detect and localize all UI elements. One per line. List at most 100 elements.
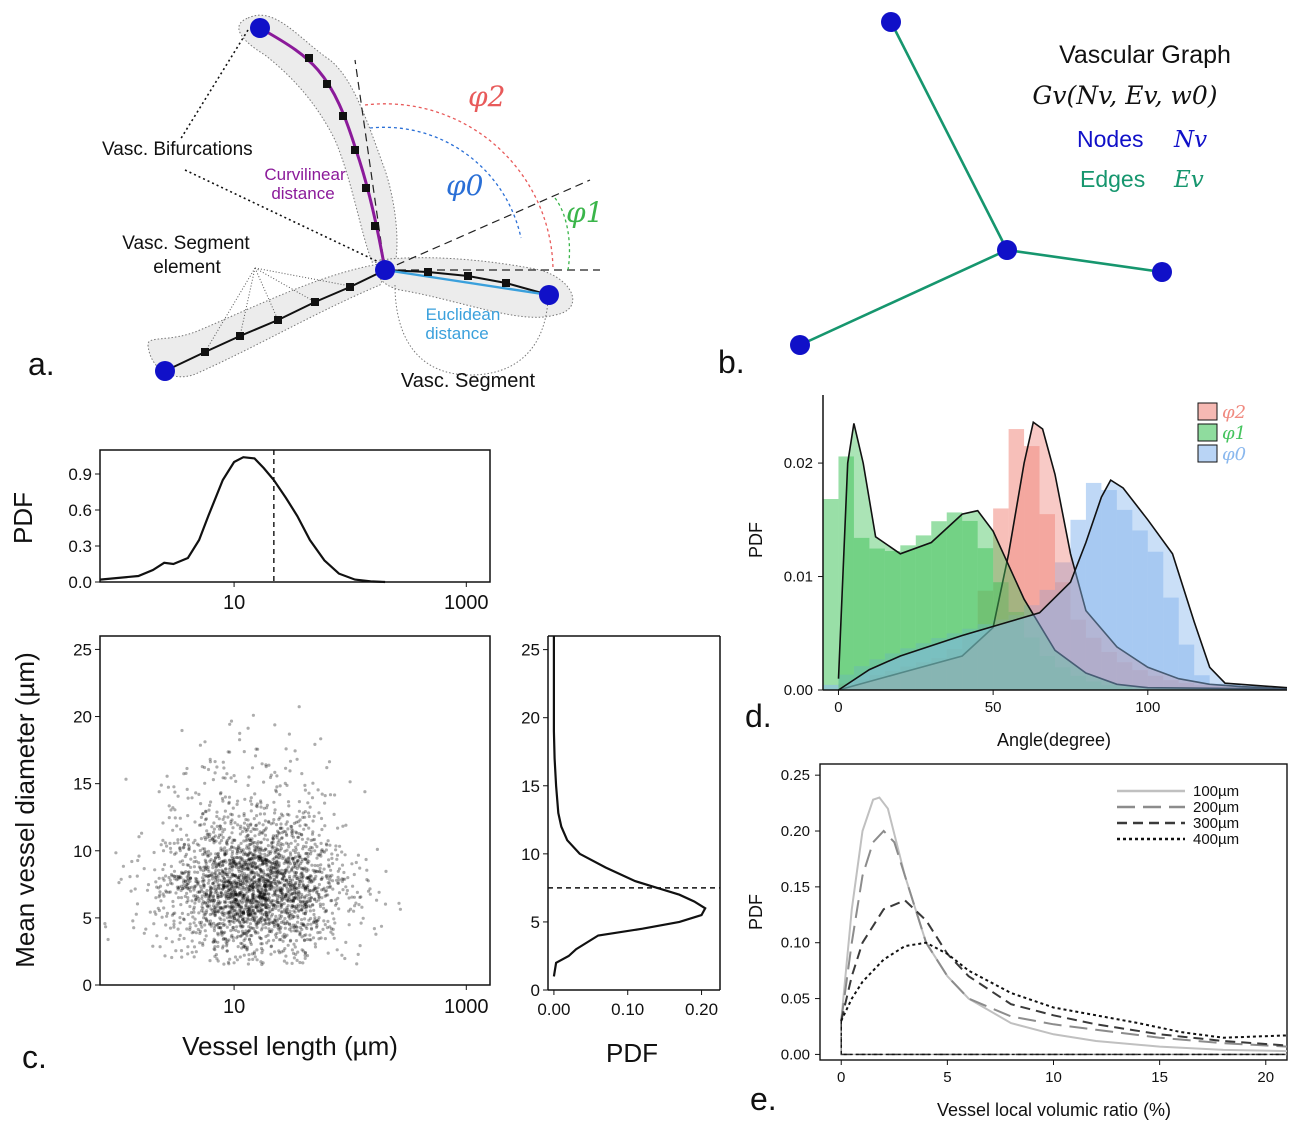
scatter-point: [264, 910, 268, 915]
scatter-point: [254, 899, 258, 903]
scatter-point: [198, 823, 202, 827]
scatter-point: [262, 879, 266, 883]
scatter-point: [282, 902, 286, 906]
scatter-point: [309, 927, 314, 931]
scatter-point: [239, 882, 243, 886]
scatter-point: [294, 882, 298, 886]
scatter-point: [258, 891, 263, 895]
scatter-point: [270, 883, 274, 888]
scatter-point: [216, 933, 220, 937]
scatter-point: [211, 895, 215, 899]
scatter-point: [242, 750, 246, 754]
scatter-point: [290, 913, 294, 917]
scatter-point: [283, 916, 287, 921]
scatter-point: [297, 705, 301, 709]
scatter-point: [235, 902, 239, 907]
scatter-point: [282, 949, 286, 953]
scatter-point: [247, 889, 251, 893]
scatter-point: [254, 747, 258, 751]
scatter-point: [255, 958, 259, 962]
scatter-point: [271, 902, 275, 907]
scatter-point: [221, 799, 225, 803]
scatter-point: [246, 818, 250, 822]
scatter-point: [246, 726, 250, 730]
scatter-point: [210, 874, 214, 879]
scatter-point: [188, 928, 192, 932]
scatter-point: [234, 779, 238, 784]
scatter-point: [234, 898, 239, 902]
scatter-point: [307, 848, 311, 852]
scatter-point: [198, 848, 202, 853]
scatter-point: [266, 859, 270, 863]
scatter-point: [229, 719, 234, 723]
scatter-point: [317, 833, 321, 837]
scatter-point: [221, 871, 225, 875]
scatter-point: [218, 792, 223, 796]
scatter-point: [248, 918, 253, 922]
scatter-point: [309, 926, 314, 930]
histogram-bar: [1101, 490, 1117, 690]
scatter-point: [244, 904, 248, 908]
scatter-point: [159, 783, 163, 787]
scatter-point: [311, 903, 315, 907]
scatter-point: [152, 850, 156, 855]
scatter-point: [256, 747, 260, 751]
scatter-point: [335, 878, 339, 882]
scatter-point: [253, 929, 257, 933]
scatter-point: [257, 858, 261, 863]
scatter-point: [281, 939, 285, 943]
scatter-point: [275, 900, 280, 905]
scatter-point: [277, 861, 281, 865]
scatter-point: [275, 931, 279, 936]
y-tick-label: 25: [521, 641, 540, 660]
scatter-point: [134, 912, 138, 916]
scatter-point: [296, 920, 300, 924]
scatter-point: [214, 906, 218, 911]
scatter-point: [278, 871, 282, 875]
scatter-point: [256, 931, 260, 935]
scatter-point: [293, 891, 297, 895]
scatter-point: [182, 772, 186, 776]
scatter-point: [213, 910, 217, 914]
scatter-point: [265, 941, 269, 945]
scatter-point: [249, 942, 253, 947]
scatter-point: [206, 898, 210, 902]
scatter-point: [227, 795, 232, 799]
scatter-point: [275, 898, 279, 902]
scatter-point: [217, 872, 221, 876]
scatter-point: [203, 835, 207, 840]
scatter-point: [181, 871, 185, 875]
scatter-point: [194, 931, 198, 935]
scatter-point: [219, 848, 223, 853]
scatter-point: [282, 875, 286, 879]
scatter-point: [289, 824, 293, 828]
scatter-point: [206, 854, 210, 858]
scatter-point: [279, 822, 283, 826]
scatter-point: [225, 944, 229, 948]
scatter-point: [169, 808, 173, 812]
scatter-point: [329, 899, 333, 903]
scatter-point: [247, 899, 251, 903]
scatter-point: [304, 933, 308, 937]
scatter-point: [316, 788, 320, 792]
scatter-point: [282, 921, 286, 926]
scatter-point: [198, 941, 202, 945]
scatter-point: [215, 865, 219, 869]
scatter-point: [281, 934, 285, 938]
scatter-point: [288, 912, 292, 916]
scatter-point: [262, 780, 266, 784]
scatter-point: [223, 809, 227, 813]
scatter-point: [129, 889, 133, 893]
scatter-point: [158, 945, 162, 949]
scatter-point: [179, 949, 184, 953]
scatter-point: [326, 839, 330, 843]
scatter-point: [267, 880, 271, 884]
scatter-point: [238, 878, 243, 883]
scatter-point: [182, 878, 186, 882]
scatter-point: [271, 921, 275, 925]
scatter-point: [237, 861, 241, 865]
scatter-point: [294, 904, 299, 908]
scatter-point: [260, 859, 264, 863]
scatter-point: [265, 915, 270, 919]
